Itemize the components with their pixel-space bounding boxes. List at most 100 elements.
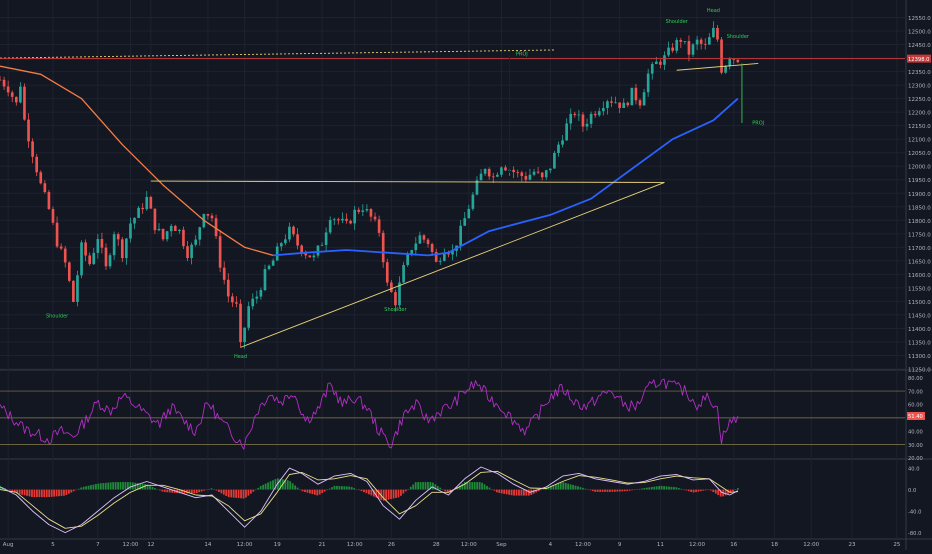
macd-histogram-bar [119,482,122,490]
candle-body [104,247,108,267]
candle-body [532,171,536,175]
macd-histogram-bar [550,485,552,490]
candle-body [520,172,524,177]
macd-histogram-bar [328,488,331,490]
macd-histogram-bar [363,489,365,493]
candle-body [214,218,218,237]
candle-body [483,168,487,174]
candle-body [463,218,467,226]
macd-histogram-bar [407,489,410,490]
candle-body [402,265,405,283]
macd-histogram-bar [97,483,100,490]
macd-histogram-bar [77,488,80,490]
macd-histogram-bar [173,489,176,493]
macd-histogram-bar [648,487,651,490]
candle-body [296,234,299,246]
macd-histogram-bar [613,489,616,492]
price-tick-label: 11850.0 [908,205,931,211]
macd-histogram-bar [601,489,604,492]
candle-body [410,250,414,254]
macd-histogram-bar [626,489,629,492]
candle-body [610,101,613,103]
candle-body [390,282,393,293]
candle-body [292,226,295,235]
candle-body [182,229,185,247]
pattern-label: PROJ [516,51,528,57]
macd-histogram-bar [274,479,277,490]
macd-histogram-bar [188,489,191,494]
macd-histogram-bar [67,489,70,494]
macd-histogram-bar [449,489,451,493]
macd-histogram-bar [237,489,240,499]
price-panel: Shoulder Head Shoulder Shoulder Head Shoulder… [0,8,905,360]
macd-histogram-bar [508,489,511,495]
candle-body [614,102,617,104]
trendline [240,182,665,348]
macd-histogram-bar [296,487,299,490]
macd-histogram-bar [591,489,594,492]
macd-histogram-bar [370,489,373,496]
last-price-label: 12398.0 [908,57,929,63]
candle-body [259,290,263,297]
macd-histogram-bar [702,489,705,491]
macd-histogram-bar [618,489,621,492]
macd-histogram-bar [596,489,599,492]
candle-body [646,73,650,93]
macd-histogram-bar [515,489,518,496]
macd-histogram-bar [195,489,198,494]
macd-histogram-bar [343,486,346,490]
macd-histogram-bar [210,488,213,490]
macd-histogram-bar [82,486,85,490]
macd-histogram-bar [353,488,356,490]
macd-histogram-bar [35,489,38,498]
price-tick-label: 11250.0 [908,368,931,374]
candle-body [120,239,124,259]
macd-histogram-bar [156,489,159,490]
macd-histogram-bar [60,489,63,496]
macd-histogram-bar [537,489,540,492]
candle-body [540,172,544,178]
macd-histogram-bar [368,489,370,495]
price-tick-label: 11750.0 [908,232,931,238]
price-tick-label: 12000.0 [908,165,931,171]
pattern-label: Shoulder [727,34,750,40]
macd-histogram-bar [242,489,245,499]
rsi-level-label: 30.00 [908,443,923,449]
macd-histogram-bar [572,484,574,490]
candle-body [84,242,87,256]
macd-histogram-bar [736,488,739,490]
macd-histogram-bar [700,489,702,492]
macd-histogram-bar [262,484,265,490]
macd-histogram-bar [4,488,6,490]
candle-body [565,123,568,141]
candle-body [687,41,691,55]
macd-histogram-bar [692,489,695,493]
macd-histogram-bar [724,489,727,496]
macd-histogram-bar [95,484,97,490]
macd-histogram-bar [486,485,488,490]
macd-histogram-bar [193,489,196,494]
candle-body [67,262,71,281]
price-tick-label: 11350.0 [908,340,931,346]
macd-histogram-bar [205,489,208,491]
candle-body [0,79,2,81]
macd-histogram-bar [99,483,102,490]
candle-body [406,253,409,266]
macd-histogram-bar [665,486,668,490]
macd-histogram-bar [50,489,53,497]
price-tick-label: 12550.0 [908,16,931,22]
time-tick-label: 12:00 [123,542,139,548]
macd-histogram-bar [355,489,358,490]
macd-histogram-bar [161,489,164,492]
candle-body [222,267,226,280]
macd-histogram-bar [682,489,685,491]
macd-histogram-bar [149,485,151,490]
macd-histogram-bar [21,489,24,495]
time-tick-label: 26 [388,542,395,548]
candle-body [88,255,92,265]
macd-histogram-bar [709,489,712,491]
macd-histogram-bar [277,478,279,490]
macd-histogram-bar [567,483,570,490]
candle-body [707,37,711,45]
